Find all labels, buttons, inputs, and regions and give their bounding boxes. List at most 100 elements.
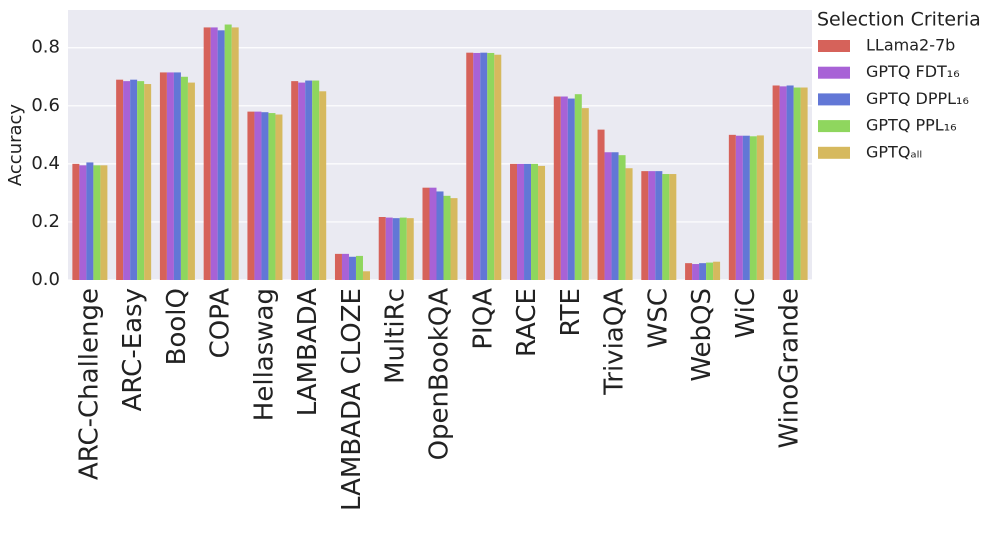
x-tick-label: WiC <box>731 288 761 339</box>
bar <box>786 85 794 280</box>
x-tick-label: MultiRc <box>381 288 411 384</box>
bar <box>159 72 167 280</box>
legend-label: GPTQₐₗₗ <box>866 142 922 161</box>
bar <box>641 171 649 280</box>
bar <box>261 112 269 281</box>
bar <box>334 253 342 280</box>
bar <box>531 163 539 280</box>
bar <box>574 94 582 281</box>
bar <box>231 27 239 280</box>
bar <box>604 152 612 280</box>
bar <box>510 163 518 280</box>
bar <box>800 87 808 280</box>
bar <box>581 108 589 281</box>
y-tick-label: 0.0 <box>31 269 60 290</box>
bar <box>268 113 276 280</box>
bar <box>662 174 670 280</box>
bar <box>362 271 370 280</box>
legend-label: GPTQ DPPL₁₆ <box>866 89 969 108</box>
bar <box>116 79 124 280</box>
bar <box>305 80 313 280</box>
x-tick-label: WebQS <box>687 288 717 382</box>
bar <box>466 52 474 281</box>
legend-label: GPTQ PPL₁₆ <box>866 116 957 135</box>
x-tick-label: RACE <box>512 288 542 357</box>
bar <box>742 135 750 280</box>
bar <box>473 52 481 280</box>
bar <box>728 134 736 280</box>
bar <box>436 191 444 280</box>
bar <box>275 114 283 280</box>
bar <box>348 256 356 280</box>
bar <box>203 27 211 280</box>
legend-swatch <box>818 66 850 79</box>
x-tick-label: ARC-Easy <box>118 288 148 411</box>
bar <box>254 111 262 280</box>
x-tick-label: Hellaswag <box>249 288 279 421</box>
bar <box>341 253 349 280</box>
y-axis-label: Accuracy <box>5 104 26 187</box>
bar <box>706 262 714 280</box>
bar <box>524 163 532 280</box>
bar <box>685 263 693 280</box>
bar <box>487 52 495 280</box>
y-tick-label: 0.4 <box>31 153 60 174</box>
bar <box>538 165 546 280</box>
bar <box>319 91 327 281</box>
bar <box>406 218 414 280</box>
bar <box>699 263 707 280</box>
bar <box>298 82 306 280</box>
bar <box>560 96 568 280</box>
bar <box>93 165 101 280</box>
bar <box>567 98 575 280</box>
bar <box>130 79 138 280</box>
bar <box>224 24 232 280</box>
legend-swatch <box>818 93 850 106</box>
legend-title: Selection Criteria <box>817 9 981 31</box>
bar <box>137 81 145 281</box>
x-tick-label: LAMBADA <box>293 288 323 416</box>
bar <box>494 54 502 280</box>
x-tick-label: COPA <box>206 288 236 359</box>
bar <box>422 187 430 280</box>
legend-swatch <box>818 120 850 133</box>
bar <box>443 195 451 280</box>
bar <box>123 81 131 281</box>
y-tick-label: 0.8 <box>31 37 60 58</box>
x-tick-label: LAMBADA CLOZE <box>337 288 367 511</box>
y-tick-label: 0.6 <box>31 95 60 116</box>
bar <box>72 163 80 280</box>
bar <box>187 82 195 280</box>
bar <box>291 81 299 281</box>
bar <box>355 255 363 280</box>
bar <box>692 264 700 280</box>
x-tick-label: TriviaQA <box>600 288 630 396</box>
bar <box>385 217 393 280</box>
bar <box>669 174 677 280</box>
bar <box>166 72 174 280</box>
bar <box>210 27 218 280</box>
x-tick-label: WSC <box>643 288 673 348</box>
bar <box>756 135 764 280</box>
x-tick-label: WinoGrande <box>775 288 805 449</box>
legend-swatch <box>818 40 850 52</box>
bar <box>655 171 663 280</box>
bar <box>625 168 633 280</box>
y-tick-label: 0.2 <box>31 211 60 232</box>
bar <box>553 96 561 280</box>
bar <box>180 76 188 280</box>
bar <box>517 163 525 280</box>
bar <box>79 165 87 280</box>
bar <box>378 217 386 280</box>
bar <box>392 218 400 280</box>
legend-swatch <box>818 146 850 159</box>
x-tick-label: RTE <box>556 288 586 336</box>
bar <box>173 72 181 280</box>
bar <box>100 165 108 280</box>
bar <box>312 80 320 280</box>
bar <box>597 129 605 280</box>
bar <box>144 84 152 280</box>
bar <box>618 155 626 280</box>
bar <box>611 152 619 280</box>
